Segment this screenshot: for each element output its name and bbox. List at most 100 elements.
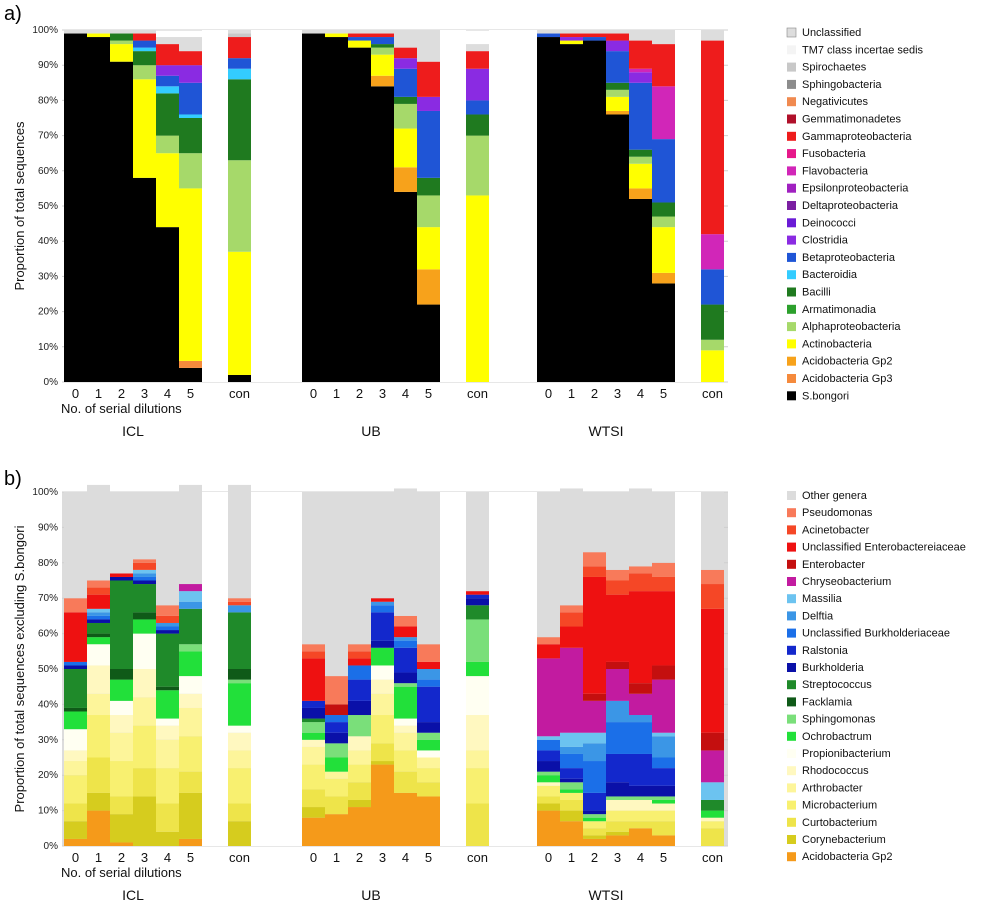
a-bar-segment-bacilli bbox=[133, 51, 156, 66]
b-bar-segment-microbacterium bbox=[394, 750, 417, 772]
b-bar-segment-ochrobactrum bbox=[537, 775, 560, 783]
b-bar-segment-unclassified-enterobactereiaceae bbox=[371, 598, 394, 602]
b-bar-segment-other-genera bbox=[179, 484, 202, 585]
b-bar-segment-propionibacterium bbox=[228, 725, 251, 733]
b-bar-segment-ochrobactrum bbox=[156, 690, 179, 719]
b-bar-segment-ralstonia bbox=[394, 647, 417, 673]
b-bar-segment-unclassified-burkholderiaceae bbox=[156, 626, 179, 631]
b-bar-segment-ochrobactrum bbox=[87, 637, 110, 645]
a-bar-segment-unclassified bbox=[110, 30, 133, 34]
b-bar-segment-microbacterium bbox=[371, 715, 394, 744]
b-bar-segment-other-genera bbox=[466, 492, 489, 592]
a-bar-segment-actinobacteria bbox=[652, 227, 675, 273]
b-bar-segment-unclassified-burkholderiaceae bbox=[417, 679, 440, 687]
b-bar-segment-streptococcus bbox=[179, 608, 202, 645]
a-legend-item: Acidobacteria Gp2 bbox=[802, 356, 893, 368]
a-xtick-label: 0 bbox=[545, 386, 552, 401]
b-bar-segment-burkholderia bbox=[302, 707, 325, 719]
b-ytick-label: 50% bbox=[38, 664, 58, 675]
b-bar-segment-other-genera bbox=[110, 492, 133, 574]
b-bar-segment-streptococcus bbox=[87, 622, 110, 634]
b-bar-segment-other-genera bbox=[537, 492, 560, 638]
a-legend-item: Bacteroidia bbox=[802, 269, 858, 281]
b-ylabel: Proportion of total sequences excluding … bbox=[12, 525, 27, 812]
a-legend-swatch-clostridia bbox=[787, 235, 796, 245]
a-legend-swatch-sphingobacteria bbox=[787, 79, 796, 89]
b-xlabel: No. of serial dilutions bbox=[61, 865, 182, 880]
a-bar-segment-gammaproteobacteria bbox=[466, 51, 489, 69]
b-bar-segment-other-genera bbox=[156, 492, 179, 606]
b-legend-item: Arthrobacter bbox=[802, 782, 863, 794]
b-bar-segment-unclassified-enterobactereiaceae bbox=[348, 658, 371, 666]
a-bar-segment-unclassified bbox=[394, 30, 417, 48]
a-legend-item: Flavobacteria bbox=[802, 165, 869, 177]
b-legend-swatch-sphingomonas bbox=[787, 714, 796, 724]
b-bar-segment-ochrobactrum bbox=[371, 647, 394, 666]
b-bar-segment-curtobacterium bbox=[302, 789, 325, 808]
b-bar-segment-rhodococcus bbox=[64, 750, 87, 762]
b-bar-segment-sphingomonas bbox=[560, 782, 583, 790]
b-bar-segment-burkholderia bbox=[348, 700, 371, 716]
a-bar-segment-s-bongori bbox=[64, 33, 87, 383]
b-ytick-label: 0% bbox=[44, 841, 59, 852]
b-bar-segment-massilia bbox=[560, 732, 583, 747]
b-bar-segment-curtobacterium bbox=[583, 828, 606, 836]
b-bar-segment-curtobacterium bbox=[179, 771, 202, 793]
a-bar-segment-betaproteobacteria bbox=[371, 37, 394, 45]
b-bar-segment-pseudomonas bbox=[652, 562, 675, 577]
b-bar-segment-arthrobacter bbox=[179, 707, 202, 737]
b-ytick-label: 10% bbox=[38, 806, 58, 817]
a-bar-segment-actinobacteria bbox=[133, 79, 156, 178]
b-xtick-label: 2 bbox=[118, 850, 125, 865]
b-bar-segment-pseudomonas bbox=[228, 598, 251, 602]
b-legend-item: Acinetobacter bbox=[802, 524, 870, 536]
a-bar-segment-unclassified bbox=[652, 30, 675, 45]
b-legend-item: Unclassified Burkholderiaceae bbox=[802, 628, 950, 640]
a-bar-segment-unclassified bbox=[606, 30, 629, 34]
b-bar-segment-burkholderia bbox=[417, 722, 440, 733]
a-group-label: UB bbox=[361, 423, 380, 439]
a-bar-segment-actinobacteria bbox=[394, 128, 417, 168]
b-bar-segment-arthrobacter bbox=[302, 746, 325, 765]
b-bar-segment-unclassified-enterobactereiaceae bbox=[466, 591, 489, 595]
b-bar-segment-curtobacterium bbox=[417, 782, 440, 797]
b-bar-segment-pseudomonas bbox=[701, 569, 724, 585]
b-bar-segment-sphingomonas bbox=[179, 644, 202, 652]
a-group-label: ICL bbox=[122, 423, 144, 439]
a-bar-segment-bacilli bbox=[606, 82, 629, 90]
b-bar-segment-burkholderia bbox=[466, 598, 489, 606]
a-ytick-label: 100% bbox=[32, 25, 58, 36]
b-bar-segment-arthrobacter bbox=[417, 757, 440, 769]
b-bar-segment-other-genera bbox=[606, 495, 629, 570]
b-bar-segment-curtobacterium bbox=[348, 782, 371, 800]
b-bar-segment-arthrobacter bbox=[64, 761, 87, 776]
b-xtick-label: con bbox=[702, 850, 723, 865]
b-bar-segment-arthrobacter bbox=[228, 750, 251, 769]
b-bar-segment-corynebacterium bbox=[156, 831, 179, 846]
a-bar-segment-gammaproteobacteria bbox=[179, 51, 202, 66]
a-bar-segment-s-bongori bbox=[417, 304, 440, 382]
a-bar-segment-alphaproteobacteria bbox=[701, 339, 724, 351]
a-bar-segment-actinobacteria bbox=[110, 44, 133, 62]
a-legend-item: Betaproteobacteria bbox=[802, 252, 896, 264]
a-legend-item: Acidobacteria Gp3 bbox=[802, 373, 893, 385]
a-bar-segment-s-bongori bbox=[583, 40, 606, 383]
b-bar-segment-ochrobactrum bbox=[583, 817, 606, 822]
b-bar-segment-delftia bbox=[156, 622, 179, 627]
a-legend-swatch-fusobacteria bbox=[787, 149, 796, 159]
a-legend-swatch-tm7-class-incertae-sedis bbox=[787, 45, 796, 55]
b-bar-segment-acidobacteria-gp2 bbox=[583, 838, 606, 846]
b-bar-segment-propionibacterium bbox=[133, 633, 156, 669]
b-bar-segment-curtobacterium bbox=[87, 757, 110, 793]
b-bar-segment-pseudomonas bbox=[348, 644, 371, 652]
b-bar-segment-corynebacterium bbox=[228, 821, 251, 846]
b-bar-segment-other-genera bbox=[701, 492, 724, 570]
a-xtick-label: 0 bbox=[310, 386, 317, 401]
b-bar-segment-microbacterium bbox=[560, 792, 583, 800]
b-bar-segment-facklamia bbox=[156, 686, 179, 691]
a-legend-item: Deltaproteobacteria bbox=[802, 200, 899, 212]
b-bar-empty bbox=[606, 492, 629, 496]
b-legend-item: Streptococcus bbox=[802, 679, 872, 691]
b-bar-segment-acidobacteria-gp2 bbox=[652, 835, 675, 846]
b-bar-segment-propionibacterium bbox=[371, 665, 394, 680]
